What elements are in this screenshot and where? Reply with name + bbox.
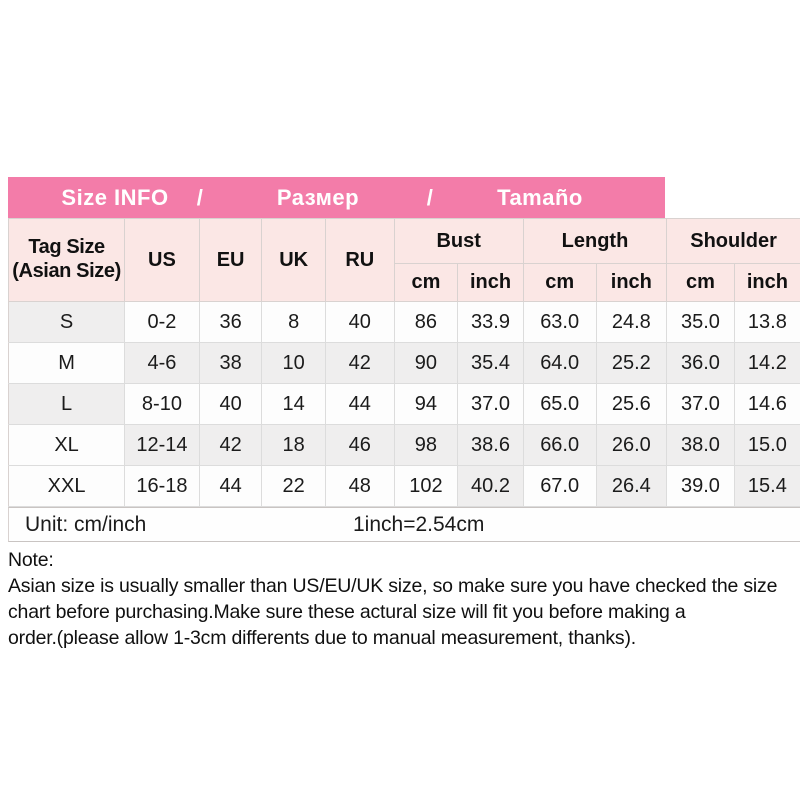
banner-title-en: Size INFO [61,184,169,210]
size-cell: 67.0 [522,465,597,507]
note-heading: Note: [8,549,54,571]
banner-separator: / [426,184,434,210]
size-cell: 38.0 [666,424,735,466]
size-cell: 26.4 [595,465,668,507]
column-header-uk: UK [261,218,326,302]
size-cell: 12-14 [124,424,200,466]
size-cell: 38.6 [457,424,524,466]
size-table-body: S 0-2 36 8 40 86 33.9 63.0 24.8 35.0 13.8 M 4-6 38 10 4… [7,301,800,507]
column-header-eu: EU [198,218,263,302]
size-row: M 4-6 38 10 42 90 35.4 64.0 25.2 36.0 14.2 [7,342,800,384]
size-cell: 64.0 [522,342,597,384]
size-cell: 40 [324,301,395,343]
size-table: Tag Size (Asian Size) US EU UK RU Bust L… [7,218,800,507]
size-cell: 16-18 [124,465,200,507]
subunit-header-inch: inch [595,263,668,302]
size-cell: 44 [324,383,395,425]
size-cell: 36.0 [666,342,735,384]
unit-label: Unit: cm/inch [25,512,147,536]
size-cell: 98 [393,424,459,466]
tag-size-header: Tag Size (Asian Size) [7,218,126,302]
row-label: L [7,383,126,425]
column-header-us: US [124,218,200,302]
note-block: Note: Asian size is usually smaller than… [8,547,800,651]
size-cell: 14.6 [733,383,800,425]
size-cell: 25.2 [595,342,668,384]
unit-conversion: 1inch=2.54cm [353,512,485,536]
group-header-length: Length [522,218,668,264]
tag-size-header-line1: Tag Size [28,236,105,259]
subunit-header-inch: inch [457,263,524,302]
subunit-header-inch: inch [733,263,800,302]
size-cell: 46 [324,424,395,466]
note-line: order.(please allow 1-3cm differents due… [8,627,636,649]
size-cell: 94 [393,383,459,425]
size-cell: 14 [261,383,326,425]
size-cell: 37.0 [666,383,735,425]
size-cell: 48 [324,465,395,507]
size-cell: 37.0 [457,383,524,425]
size-cell: 15.4 [733,465,800,507]
size-cell: 90 [393,342,459,384]
group-header-shoulder: Shoulder [666,218,800,264]
size-row: XXL 16-18 44 22 48 102 40.2 67.0 26.4 39.0 15.4 [7,465,800,507]
size-cell: 65.0 [522,383,597,425]
banner-title-es: Tamaño [497,184,583,210]
size-cell: 39.0 [666,465,735,507]
size-cell: 8 [261,301,326,343]
size-cell: 35.4 [457,342,524,384]
size-row: XL 12-14 42 18 46 98 38.6 66.0 26.0 38.0 15.0 [7,424,800,466]
banner-separator: / [196,184,204,210]
subunit-header-cm: cm [666,263,735,302]
unit-row: Unit: cm/inch 1inch=2.54cm [8,507,800,542]
size-cell: 40.2 [457,465,524,507]
size-cell: 40 [198,383,263,425]
row-label: XXL [7,465,126,507]
size-cell: 42 [198,424,263,466]
subunit-header-cm: cm [522,263,597,302]
size-chart: Size INFO / Размер / Tamaño Tag Size (As… [7,177,800,651]
size-row: L 8-10 40 14 44 94 37.0 65.0 25.6 37.0 14.6 [7,383,800,425]
size-cell: 36 [198,301,263,343]
size-cell: 18 [261,424,326,466]
group-header-bust: Bust [393,218,524,264]
row-label: M [7,342,126,384]
size-cell: 0-2 [124,301,200,343]
size-cell: 86 [393,301,459,343]
tag-size-header-line2: (Asian Size) [12,260,121,282]
subunit-header-cm: cm [393,263,459,302]
size-cell: 35.0 [666,301,735,343]
size-info-banner: Size INFO / Размер / Tamaño [8,177,665,218]
size-cell: 10 [261,342,326,384]
size-cell: 14.2 [733,342,800,384]
size-cell: 26.0 [595,424,668,466]
size-cell: 38 [198,342,263,384]
size-cell: 63.0 [522,301,597,343]
size-cell: 15.0 [733,424,800,466]
size-cell: 33.9 [457,301,524,343]
banner-title-ru: Размер [276,184,360,210]
size-cell: 8-10 [124,383,200,425]
size-cell: 44 [198,465,263,507]
size-cell: 24.8 [595,301,668,343]
size-cell: 42 [324,342,395,384]
size-row: S 0-2 36 8 40 86 33.9 63.0 24.8 35.0 13.8 [7,301,800,343]
row-label: S [7,301,126,343]
size-cell: 22 [261,465,326,507]
column-header-ru: RU [324,218,395,302]
size-cell: 25.6 [595,383,668,425]
note-line: Asian size is usually smaller than US/EU… [8,575,778,597]
note-line: chart before purchasing.Make sure these … [8,601,686,623]
size-cell: 13.8 [733,301,800,343]
size-cell: 4-6 [124,342,200,384]
row-label: XL [7,424,126,466]
size-cell: 66.0 [522,424,597,466]
size-cell: 102 [393,465,459,507]
